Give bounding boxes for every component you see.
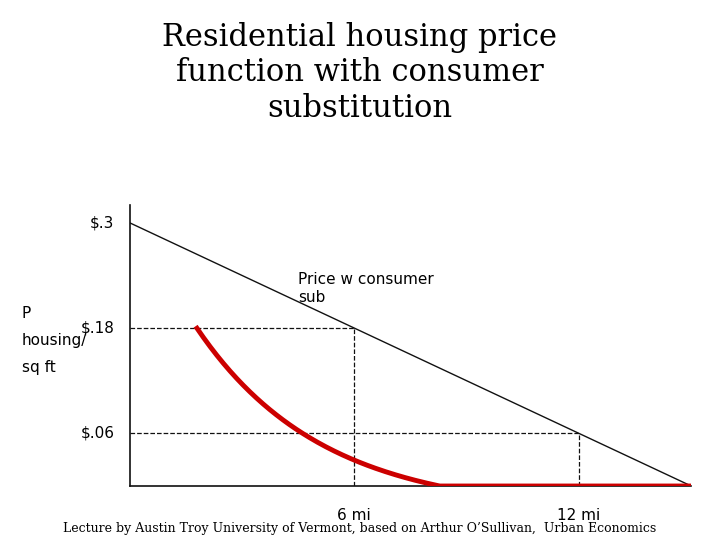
Text: Residential housing price
function with consumer
substitution: Residential housing price function with … — [163, 22, 557, 124]
Text: housing/: housing/ — [22, 333, 87, 348]
Text: $.06: $.06 — [81, 426, 114, 441]
Text: Lecture by Austin Troy University of Vermont, based on Arthur O’Sullivan,  Urban: Lecture by Austin Troy University of Ver… — [63, 522, 657, 535]
Text: 6 mi: 6 mi — [338, 508, 371, 523]
Text: $.18: $.18 — [81, 321, 114, 335]
Text: P: P — [22, 306, 31, 321]
Text: sq ft: sq ft — [22, 360, 55, 375]
Text: Price w consumer
sub: Price w consumer sub — [298, 272, 434, 305]
Text: $.3: $.3 — [90, 215, 114, 230]
Text: 12 mi: 12 mi — [557, 508, 600, 523]
